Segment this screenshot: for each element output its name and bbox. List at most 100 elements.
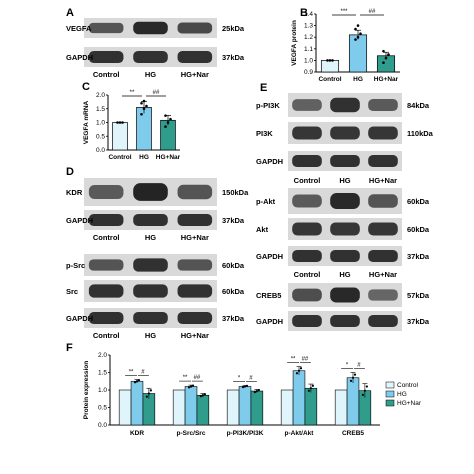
x-tick-label: KDR xyxy=(130,430,144,437)
bar xyxy=(196,394,210,426)
blot-kda-label: 37kDa xyxy=(222,314,245,323)
bar xyxy=(226,389,240,426)
chart-legend: Control HG HG+Nar xyxy=(385,381,422,407)
lane-label: HG xyxy=(339,176,350,185)
bar xyxy=(136,107,152,151)
blot-band xyxy=(177,184,213,200)
lane-label: Control xyxy=(93,331,120,340)
data-point xyxy=(363,389,366,392)
legend-swatch xyxy=(385,390,395,398)
data-point xyxy=(307,389,310,392)
significance-label: * xyxy=(238,375,241,381)
x-tick-label: CREB5 xyxy=(342,430,364,437)
data-point xyxy=(166,121,170,124)
data-point xyxy=(359,32,362,36)
data-point xyxy=(118,121,122,124)
data-point xyxy=(331,59,334,62)
y-axis-label: Protein expression xyxy=(83,361,90,420)
significance-label: ## xyxy=(369,9,376,15)
significance-label: ** xyxy=(130,90,135,96)
legend-label: Control xyxy=(397,382,419,389)
legend-swatch xyxy=(385,399,395,407)
blot-band xyxy=(330,287,360,303)
blot-name-label: Akt xyxy=(256,225,269,234)
blot-name-label: GAPDH xyxy=(256,252,283,261)
bar xyxy=(304,387,318,426)
blot-name-label: PI3K xyxy=(256,129,273,138)
data-point xyxy=(135,380,139,383)
y-tick-label: 1.0 xyxy=(98,387,107,394)
bar xyxy=(292,370,306,426)
x-tick-label: HG xyxy=(139,154,149,161)
y-tick-label: 1.1 xyxy=(304,46,313,53)
significance-label: ** xyxy=(183,375,188,381)
panel-label-c: C xyxy=(82,81,90,93)
data-point xyxy=(169,117,172,121)
lane-label: HG+Nar xyxy=(369,270,397,279)
bar xyxy=(320,60,340,73)
bar xyxy=(348,34,368,73)
blot-name-label: GAPDH xyxy=(66,216,93,225)
blot-kda-label: 60kDa xyxy=(407,225,430,234)
bar xyxy=(112,122,128,151)
blot-name-label: Src xyxy=(66,287,78,296)
data-point xyxy=(241,386,245,389)
lane-label: HG+Nar xyxy=(181,331,209,340)
significance-label: *** xyxy=(340,9,348,15)
data-point xyxy=(149,389,152,392)
significance-label: ** xyxy=(291,357,296,363)
data-point xyxy=(295,372,299,375)
blot-band xyxy=(368,194,398,208)
data-point xyxy=(382,61,385,65)
bar xyxy=(238,386,252,426)
data-point xyxy=(164,114,167,117)
blot-name-label: GAPDH xyxy=(256,157,283,166)
x-tick-label: Control xyxy=(108,154,131,161)
blot-band xyxy=(292,288,322,302)
data-point xyxy=(201,394,204,397)
blot-band xyxy=(177,284,213,298)
data-point xyxy=(356,24,360,27)
legend-label: HG+Nar xyxy=(397,400,422,407)
blot-name-label: GAPDH xyxy=(66,53,93,62)
blot-p-pi3k: p-PI3K 84kDa xyxy=(256,93,430,117)
blot-band xyxy=(88,50,124,64)
blot-band xyxy=(133,258,168,272)
data-point xyxy=(297,369,301,372)
blot-kda-label: 110kDa xyxy=(407,129,434,138)
y-tick-label: 1.0 xyxy=(304,57,313,64)
lane-label: HG xyxy=(145,70,156,79)
blot-band xyxy=(133,284,168,298)
data-point xyxy=(140,112,143,116)
data-point xyxy=(243,385,247,388)
blot-band xyxy=(330,314,360,328)
significance-label: * xyxy=(346,363,349,369)
blot-kda-label: 60kDa xyxy=(407,197,430,206)
blot-band xyxy=(88,185,124,199)
blot-band xyxy=(177,311,213,325)
blot-band xyxy=(88,284,124,298)
blot-band xyxy=(133,183,168,201)
blot-name-label: VEGFA xyxy=(66,24,92,33)
blot-name-label: p-Akt xyxy=(256,197,276,206)
bar xyxy=(250,390,264,426)
blot-band xyxy=(368,289,398,301)
blot-kda-label: 60kDa xyxy=(222,261,245,270)
blot-gapdh: GAPDH 37kDa xyxy=(66,308,245,328)
blot-band xyxy=(177,259,213,271)
blot-kda-label: 37kDa xyxy=(407,317,430,326)
lane-label: HG xyxy=(145,233,156,242)
x-tick-label: p-Src/Src xyxy=(177,430,206,437)
blot-kda-label: 84kDa xyxy=(407,101,430,110)
y-tick-label: 0.0 xyxy=(96,147,105,154)
blot-band xyxy=(368,154,398,168)
data-point xyxy=(356,35,360,39)
y-tick-label: 0.5 xyxy=(98,405,107,412)
blot-band xyxy=(368,99,398,111)
data-point xyxy=(121,121,124,124)
significance-label: ## xyxy=(194,375,201,381)
blot-band xyxy=(177,22,213,34)
data-point xyxy=(309,387,312,390)
significance-label: # xyxy=(357,363,361,369)
